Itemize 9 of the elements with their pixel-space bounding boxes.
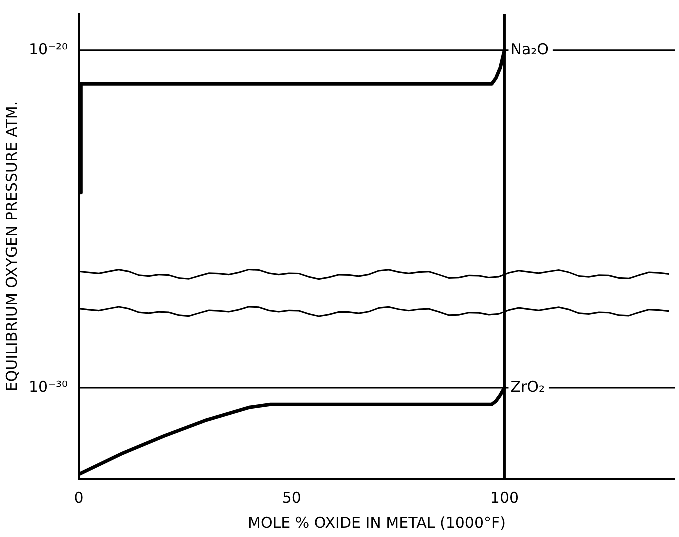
y-tick-label: 10⁻³⁰ [29,378,68,396]
ref-line-label: Na₂O [510,40,549,58]
x-tick-label: 50 [282,488,302,507]
x-axis-title: MOLE % OXIDE IN METAL (1000°F) [248,514,506,532]
x-tick-label: 0 [74,488,84,507]
y-tick-label: 10⁻²⁰ [29,40,68,58]
ref-line-label: ZrO₂ [510,378,545,396]
y-axis-title: EQUILIBRIUM OXYGEN PRESSURE ATM. [2,101,21,392]
x-tick-label: 100 [490,488,520,507]
